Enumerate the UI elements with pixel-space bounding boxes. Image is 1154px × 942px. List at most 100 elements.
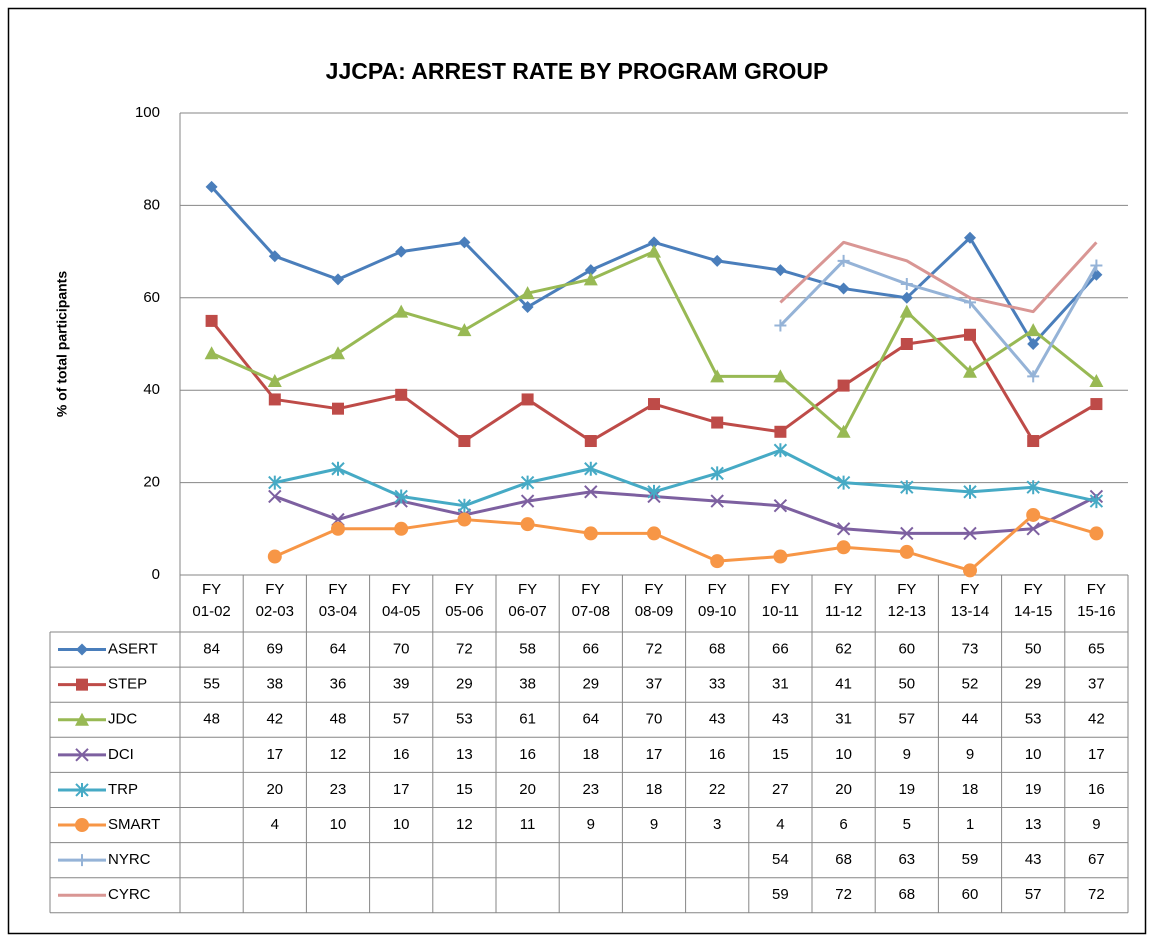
x-tick-label-box: FY 03-04: [319, 581, 357, 620]
x-tick-label: FY 10-11: [761, 581, 800, 620]
marker: [773, 443, 788, 458]
table-value: 39: [393, 676, 410, 693]
table-value: 68: [709, 641, 726, 658]
legend-label: CYRC: [108, 886, 151, 903]
marker: [584, 461, 598, 476]
table-value: 36: [330, 676, 347, 693]
series-line: [274, 513, 1097, 572]
table-value: 17: [646, 746, 663, 763]
table-value: 57: [898, 711, 915, 728]
x-tick-label-box: FY 13-14: [951, 581, 989, 620]
marker: [1027, 370, 1040, 383]
marker: [899, 544, 914, 559]
table-value: 68: [835, 851, 852, 868]
table-value: 12: [330, 746, 347, 763]
marker: [836, 540, 851, 555]
marker: [710, 369, 725, 383]
y-tick-label: 60: [143, 289, 160, 306]
table-value: 84: [203, 641, 220, 658]
table-value: 16: [519, 746, 536, 763]
table-value: 10: [1025, 746, 1042, 763]
x-tick-label-box: FY 01-02: [192, 581, 231, 620]
series-line: [779, 240, 1098, 314]
marker: [520, 494, 535, 508]
marker: [837, 379, 850, 392]
table-value: 43: [772, 711, 789, 728]
marker: [1026, 522, 1040, 536]
table-value: 13: [1025, 816, 1042, 833]
marker: [268, 393, 281, 406]
table-value: 10: [330, 816, 347, 833]
marker: [647, 244, 661, 258]
table-value: 5: [903, 816, 911, 833]
legend-label: NYRC: [108, 851, 151, 868]
marker: [900, 277, 913, 290]
table-value: 44: [962, 711, 979, 728]
marker: [520, 517, 535, 532]
table-value: 50: [1025, 641, 1042, 658]
table-value: 57: [1025, 886, 1042, 903]
table-value: 70: [646, 711, 663, 728]
marker: [964, 231, 976, 244]
table-value: 72: [1088, 886, 1105, 903]
x-tick-label-box: FY 12-13: [888, 581, 926, 620]
marker: [331, 461, 345, 476]
marker: [204, 346, 219, 360]
y-tick-label: 80: [143, 196, 160, 213]
marker: [521, 301, 534, 314]
marker: [457, 323, 472, 337]
table-value: 10: [835, 746, 852, 763]
marker: [331, 346, 345, 360]
table-value: 27: [772, 781, 789, 798]
table-value: 67: [1088, 851, 1105, 868]
marker: [521, 393, 534, 406]
marker: [1089, 526, 1104, 541]
table-value: 65: [1088, 641, 1105, 658]
marker: [332, 273, 344, 286]
table-value: 4: [776, 816, 784, 833]
table-value: 41: [835, 676, 852, 693]
x-tick-label-box: FY 06-07: [508, 581, 546, 620]
y-tick-label: 20: [143, 474, 160, 491]
table-value: 19: [898, 781, 915, 798]
table-value: 9: [587, 816, 595, 833]
table-value: 17: [266, 746, 283, 763]
table-value: 38: [519, 676, 536, 693]
marker: [458, 435, 471, 448]
x-tick-label: FY 09-10: [698, 581, 737, 620]
x-tick-label-box: FY 05-06: [445, 581, 483, 620]
marker: [773, 549, 788, 564]
marker: [583, 272, 598, 286]
marker: [584, 264, 597, 277]
marker: [394, 521, 409, 536]
y-tick-label: 40: [143, 381, 160, 398]
series-line: [274, 490, 1098, 535]
marker: [395, 388, 408, 401]
table-value: 70: [393, 641, 410, 658]
marker: [648, 398, 660, 411]
table-value: 12: [456, 816, 473, 833]
marker: [837, 282, 850, 295]
table-value: 57: [393, 711, 410, 728]
x-tick-label: FY 01-02: [192, 581, 231, 620]
table-value: 33: [709, 676, 726, 693]
marker: [963, 563, 977, 578]
table-value: 52: [962, 676, 979, 693]
table-value: 19: [1025, 781, 1042, 798]
table-value: 68: [898, 886, 915, 903]
marker: [394, 489, 408, 504]
marker: [76, 678, 88, 691]
marker: [773, 498, 788, 513]
marker: [268, 250, 281, 263]
table-value: 23: [582, 781, 599, 798]
marker: [900, 526, 914, 541]
table-value: 11: [520, 816, 536, 833]
marker: [836, 475, 851, 490]
marker: [710, 494, 724, 508]
table-value: 64: [330, 641, 347, 658]
marker: [711, 254, 724, 267]
table-value: 16: [393, 746, 410, 763]
table-value: 20: [266, 781, 283, 798]
x-tick-label: FY 14-15: [1014, 581, 1053, 620]
